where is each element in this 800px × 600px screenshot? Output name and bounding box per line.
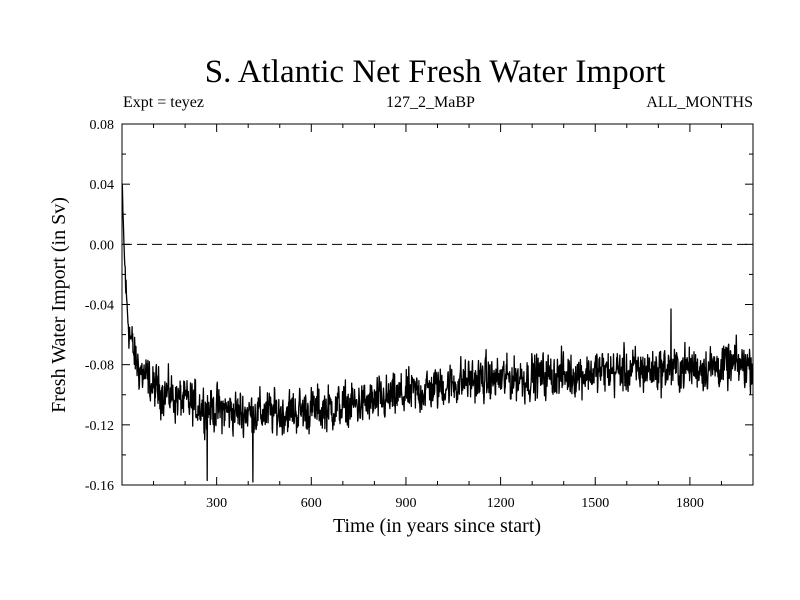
axis-ticks: [122, 123, 753, 486]
x-tick-label: 600: [301, 496, 322, 511]
y-tick-label: 0.08: [90, 118, 115, 133]
x-tick-label: 1500: [581, 496, 609, 511]
y-axis-title: Fresh Water Import (in Sv): [48, 197, 70, 413]
tick-labels: 300 600 900 1200 1500 1800 0.08 0.04 0.00 -0.04 -0…: [85, 118, 704, 511]
y-tick-label: 0.04: [90, 178, 115, 193]
y-tick-label: -0.12: [85, 419, 114, 434]
series-line: [121, 183, 754, 483]
x-tick-label: 300: [206, 496, 227, 511]
y-tick-label: -0.16: [85, 479, 114, 494]
experiment-label: Expt = teyez: [123, 94, 204, 111]
run-label: 127_2_MaBP: [386, 94, 475, 111]
x-tick-label: 1800: [676, 496, 704, 511]
y-tick-label: 0.00: [90, 238, 115, 253]
x-axis-title: Time (in years since start): [333, 515, 541, 537]
chart-title: S. Atlantic Net Fresh Water Import: [204, 54, 666, 90]
months-label: ALL_MONTHS: [646, 94, 753, 111]
y-tick-label: -0.08: [85, 359, 114, 374]
x-tick-label: 1200: [487, 496, 515, 511]
y-tick-label: -0.04: [85, 299, 114, 314]
x-tick-label: 900: [395, 496, 416, 511]
plot-frame: [121, 123, 754, 486]
